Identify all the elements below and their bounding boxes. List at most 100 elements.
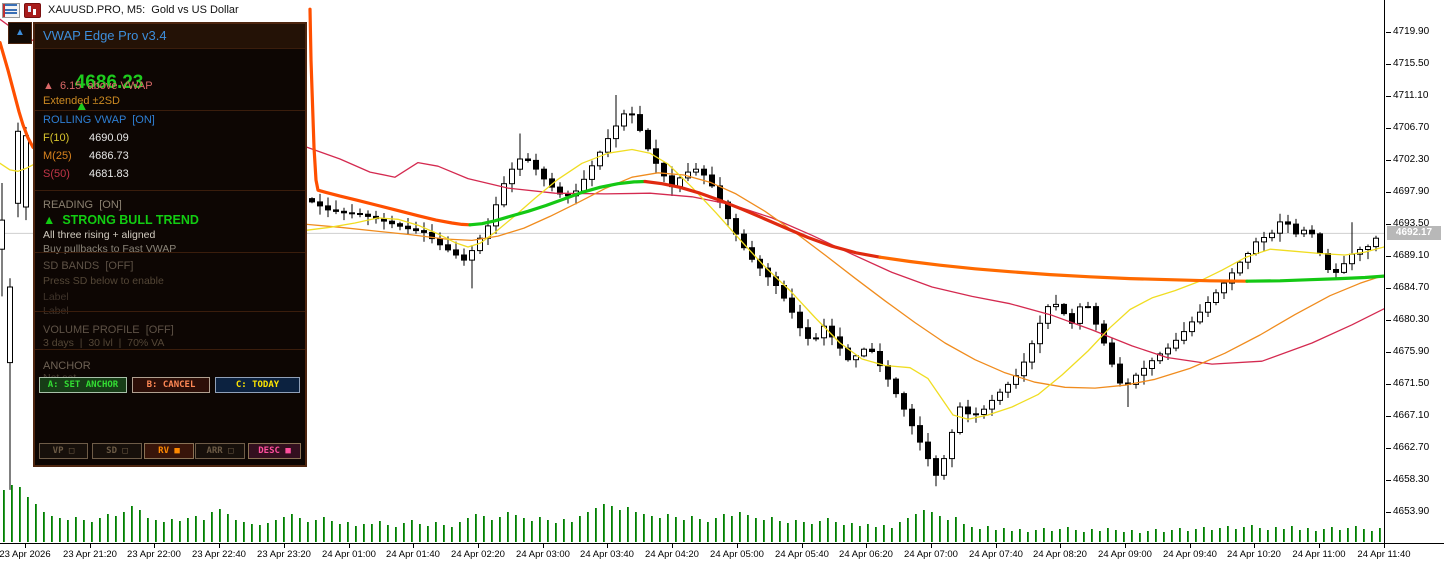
volume-bar: [443, 525, 445, 542]
candle: [1229, 272, 1235, 284]
time-axis-tick: [996, 544, 997, 548]
candle: [1157, 353, 1163, 362]
candle: [1061, 303, 1067, 315]
candle: [1189, 321, 1195, 333]
volume-bar: [1131, 530, 1133, 542]
volume-bar: [883, 525, 885, 542]
volume-bar: [963, 524, 965, 542]
time-axis-tick: [1319, 544, 1320, 548]
volume-bar: [747, 515, 749, 542]
time-axis-label: 23 Apr 22:40: [192, 549, 246, 560]
candle: [605, 138, 611, 153]
time-axis-label: 24 Apr 01:00: [322, 549, 376, 560]
volume-bar: [563, 519, 565, 542]
reading-header: READING [ON]: [43, 199, 122, 211]
sd-bands-hint: Press SD below to enable: [43, 275, 164, 287]
anchor-button-a[interactable]: A: SET ANCHOR: [39, 377, 127, 393]
time-axis-label: 24 Apr 03:40: [580, 549, 634, 560]
volume-bar: [1139, 533, 1141, 542]
volume-bar: [595, 508, 597, 542]
candle: [413, 228, 419, 232]
volume-bar: [131, 506, 133, 542]
candle: [405, 225, 411, 230]
volume-bar: [267, 523, 269, 542]
volume-bar: [347, 522, 349, 542]
candle: [1109, 342, 1115, 365]
toolbar-button-rv[interactable]: RV ■: [144, 443, 194, 459]
candle: [357, 213, 363, 215]
candlestick-chart[interactable]: [0, 0, 1384, 543]
volume-bar: [1059, 529, 1061, 542]
volume-bar: [1299, 530, 1301, 542]
candle: [421, 230, 427, 233]
volume-bar: [707, 522, 709, 542]
toolbar-button-arr[interactable]: ARR □: [195, 443, 245, 459]
candle: [1333, 269, 1339, 273]
session-bull-1-line: [468, 179, 647, 227]
candle: [389, 220, 395, 225]
vwap-mid-m25-line: [306, 172, 1384, 389]
volume-bar: [675, 517, 677, 542]
volume-bar: [235, 520, 237, 542]
price-axis-label: 4697.90: [1385, 186, 1430, 197]
volume-bar: [1155, 529, 1157, 542]
volume-bar: [99, 518, 101, 542]
candle: [533, 159, 539, 170]
anchor-button-c[interactable]: C: TODAY: [215, 377, 300, 393]
candle: [941, 458, 947, 476]
divider: [35, 110, 305, 111]
panel-header[interactable]: VWAP Edge Pro v3.4: [35, 24, 305, 49]
reading-line1: All three rising + aligned: [43, 229, 156, 241]
market-watch-icon[interactable]: [2, 2, 20, 18]
time-axis[interactable]: 23 Apr 2026 23 Apr 21:20 23 Apr 22:00 23 Ap…: [0, 543, 1444, 568]
volume-bar: [651, 516, 653, 542]
candle: [1029, 343, 1035, 363]
time-axis-tick: [1190, 544, 1191, 548]
time-axis-tick: [1384, 544, 1385, 548]
vwap-edge-pro-panel: VWAP Edge Pro v3.4 4686.23 ▲ ▲ 6.15 abov…: [33, 22, 307, 467]
volume-bar: [43, 512, 45, 542]
price-axis-label: 4680.30: [1385, 314, 1430, 325]
panel-title: VWAP Edge Pro v3.4: [43, 28, 167, 43]
volume-bar: [843, 525, 845, 542]
volume-bar: [491, 520, 493, 542]
time-axis-tick: [672, 544, 673, 548]
divider: [35, 190, 305, 191]
volume-bar: [1235, 529, 1237, 542]
vwap-row-label: F(10): [43, 132, 70, 144]
toolbar-button-desc[interactable]: DESC ■: [248, 443, 301, 459]
chart-type-icon[interactable]: [24, 2, 41, 18]
toolbar-button-sd[interactable]: SD □: [92, 443, 142, 459]
rolling-vwap-row: M(25) 4686.73: [43, 150, 129, 162]
toolbar-button-vp[interactable]: VP □: [39, 443, 88, 459]
volume-bar: [507, 512, 509, 542]
volume-bar: [307, 522, 309, 542]
chart-title-bar: XAUUSD.PRO, M5: Gold vs US Dollar: [0, 0, 1380, 20]
time-axis-label: 23 Apr 2026: [0, 549, 51, 560]
volume-bar: [587, 512, 589, 542]
volume-profile-header: VOLUME PROFILE [OFF]: [43, 324, 174, 336]
candle: [445, 244, 451, 251]
candle: [509, 168, 515, 185]
volume-bar: [11, 485, 13, 542]
candle: [461, 254, 467, 261]
candle: [397, 223, 403, 227]
price-axis-label: 4671.50: [1385, 378, 1430, 389]
volume-bar: [1083, 532, 1085, 542]
price-axis-label: 4658.30: [1385, 474, 1430, 485]
candle: [469, 250, 475, 261]
volume-bar: [1275, 527, 1277, 542]
vwap-fast-line: [0, 162, 34, 172]
candle: [853, 355, 859, 361]
price-axis[interactable]: 4692.17 4719.90 4715.50 4711.10 4706.70 4702…: [1384, 0, 1444, 543]
candle: [973, 413, 979, 416]
anchor-button-b[interactable]: B: CANCEL: [132, 377, 210, 393]
candle: [621, 113, 627, 127]
volume-bar: [731, 516, 733, 542]
panel-collapse-button[interactable]: ▲: [8, 22, 32, 44]
candle: [525, 158, 531, 161]
candle: [709, 174, 715, 187]
volume-bar: [779, 521, 781, 542]
divider: [35, 252, 305, 253]
volume-bar: [163, 522, 165, 542]
